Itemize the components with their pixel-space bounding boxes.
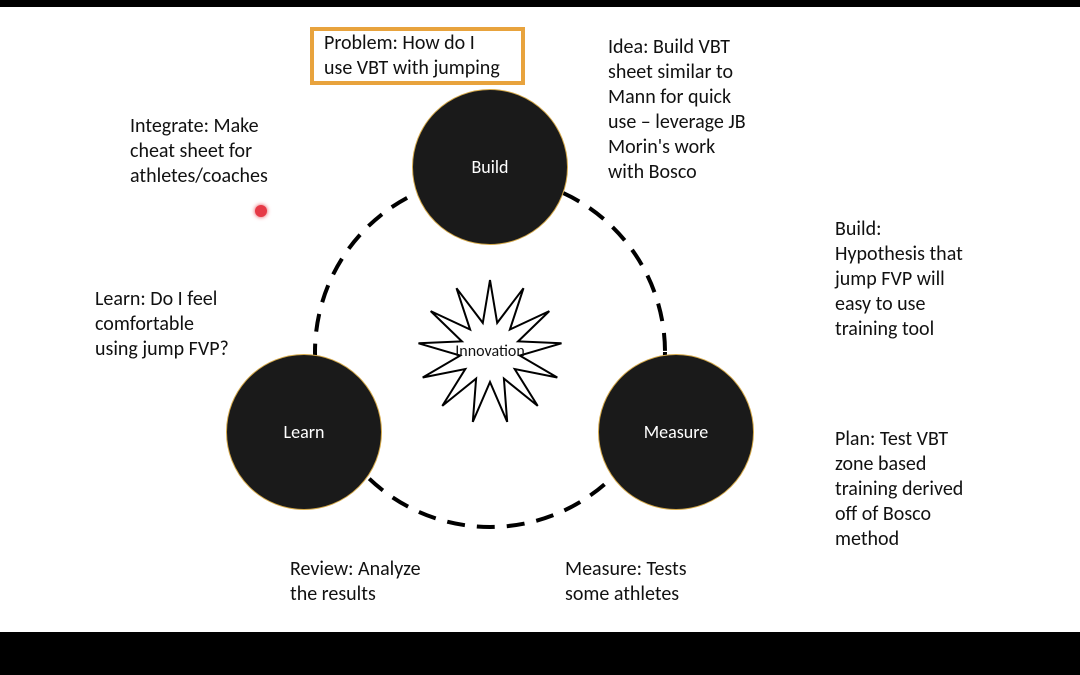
node-build: Build — [412, 89, 568, 245]
annotation-build: Build: Hypothesis that jump FVP will eas… — [835, 217, 1055, 342]
annotation-plan: Plan: Test VBT zone based training deriv… — [835, 427, 1045, 552]
node-learn: Learn — [226, 354, 382, 510]
annotation-learn: Learn: Do I feel comfortable using jump … — [95, 287, 295, 362]
annotation-idea: Idea: Build VBT sheet similar to Mann fo… — [608, 35, 818, 185]
node-measure: Measure — [598, 354, 754, 510]
letterbox-bottom — [0, 632, 1080, 675]
laser-pointer-icon — [255, 205, 267, 217]
node-measure-label: Measure — [644, 421, 708, 443]
annotation-measure: Measure: Tests some athletes — [565, 557, 765, 607]
annotation-integrate: Integrate: Make cheat sheet for athletes… — [130, 114, 330, 189]
problem-text: Problem: How do I use VBT with jumping — [324, 31, 500, 81]
slide: Innovation Problem: How do I use VBT wit… — [0, 7, 1080, 632]
svg-text:Innovation: Innovation — [455, 342, 524, 361]
annotation-review: Review: Analyze the results — [290, 557, 490, 607]
node-build-label: Build — [472, 156, 509, 178]
problem-box: Problem: How do I use VBT with jumping — [310, 27, 525, 85]
node-learn-label: Learn — [284, 421, 325, 443]
letterbox-top — [0, 0, 1080, 7]
